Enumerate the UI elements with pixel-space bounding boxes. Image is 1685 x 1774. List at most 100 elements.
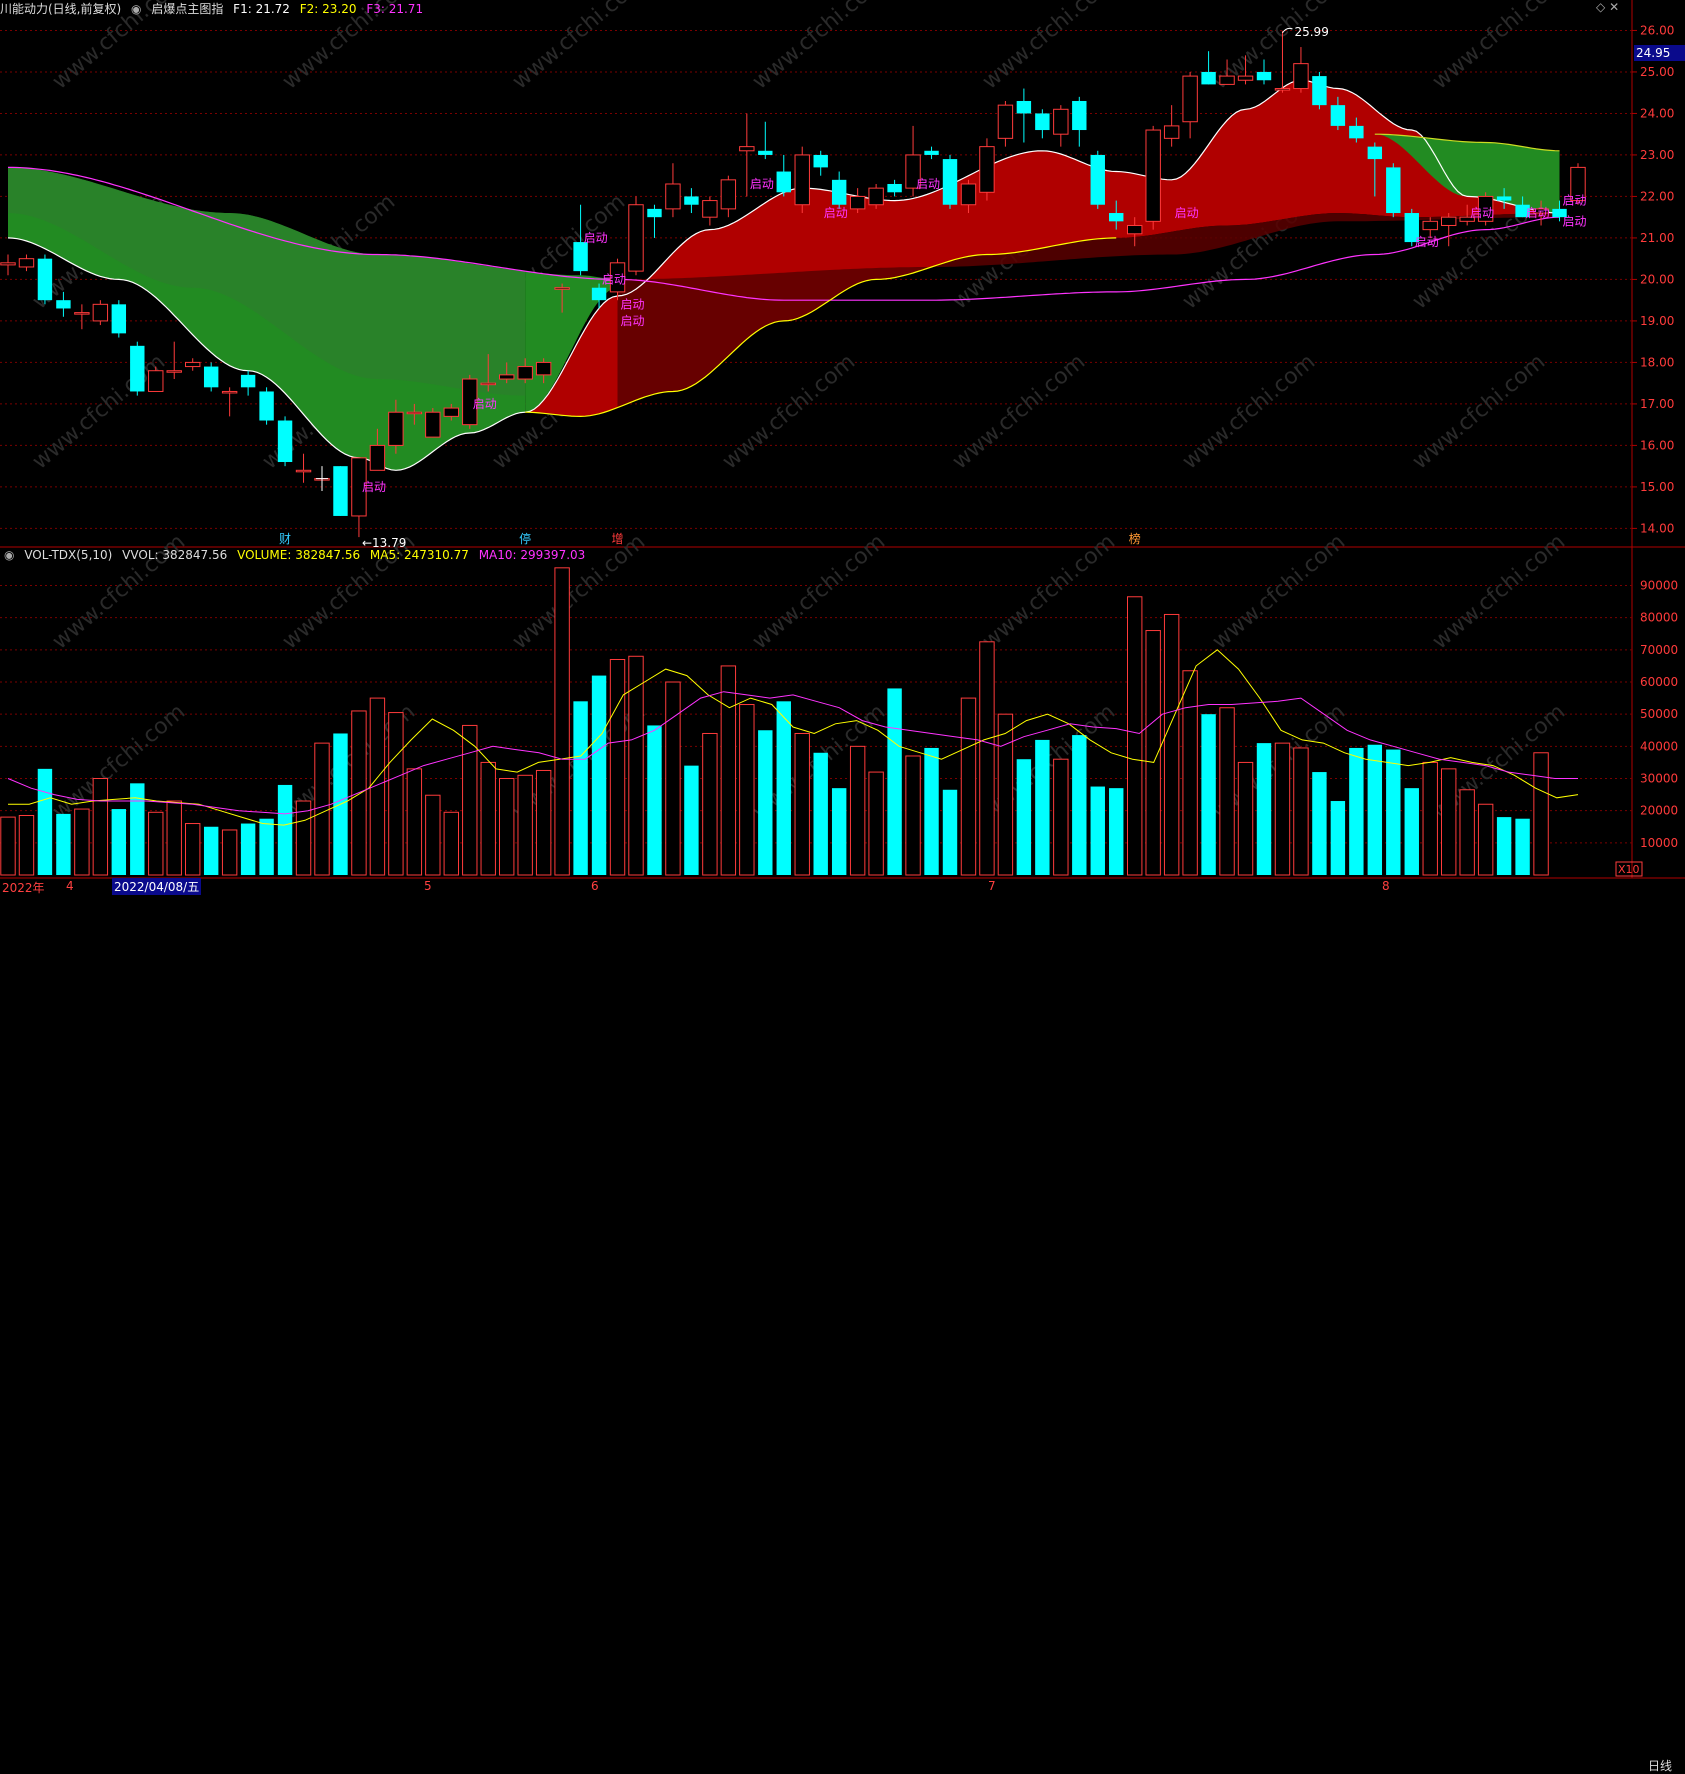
- price-tick-label: 20.00: [1640, 272, 1674, 286]
- volume-bar: [18, 814, 35, 876]
- candle-body: [1090, 154, 1105, 205]
- volume-bar: [591, 675, 607, 875]
- high-price-label: 25.99: [1294, 25, 1328, 39]
- volume-bar: [1515, 818, 1530, 875]
- volume-bar: [684, 765, 699, 875]
- candle-body: [665, 183, 681, 210]
- candle-body: [74, 312, 90, 315]
- candle-body: [628, 204, 644, 272]
- watermark-text: www.cfchi.com: [1408, 349, 1550, 474]
- month-label-7: 7: [988, 879, 996, 893]
- price-tick-label: 25.00: [1640, 65, 1674, 79]
- close-icon[interactable]: ✕: [1609, 0, 1620, 14]
- volume-bar: [573, 701, 588, 875]
- period-label[interactable]: 日线: [1648, 1759, 1673, 1773]
- candle-body: [92, 303, 109, 322]
- volume-bar: [1330, 801, 1346, 875]
- candle-body: [1404, 213, 1419, 243]
- ma10-value: MA10: 299397.03: [478, 548, 586, 562]
- f2-value: F2: 23.20: [299, 2, 357, 16]
- candle-body: [758, 150, 773, 155]
- candle-body: [517, 366, 533, 380]
- candle-body: [1477, 195, 1494, 222]
- volume-bar: [240, 823, 256, 875]
- candle-body: [443, 407, 459, 417]
- volume-bar: [185, 823, 201, 876]
- volume-bar: [203, 826, 219, 875]
- year-label: 2022年: [2, 881, 45, 895]
- candle-body: [535, 361, 552, 376]
- watermark-text: www.cfchi.com: [1428, 529, 1570, 654]
- event-marker: 财: [279, 532, 291, 546]
- volume-bar: [535, 769, 552, 876]
- diamond-icon[interactable]: ◇: [1596, 0, 1606, 14]
- volume-bar: [1035, 739, 1050, 875]
- volume-tick-label: 10000: [1640, 836, 1678, 850]
- magenta-line: [8, 166, 1560, 301]
- yellow-line: [525, 237, 1117, 418]
- candle-body: [924, 150, 939, 155]
- candle-body: [1349, 125, 1364, 139]
- price-tick-label: 19.00: [1640, 314, 1674, 328]
- candle-body: [1237, 75, 1254, 81]
- watermark-text: www.cfchi.com: [748, 529, 890, 654]
- candle-body: [739, 146, 755, 152]
- ma5-value: MA5: 247310.77: [369, 548, 469, 562]
- volume-bar: [609, 658, 626, 876]
- volume-tick-label: 20000: [1640, 804, 1678, 818]
- volume-unit-label: X10: [1618, 863, 1640, 876]
- volume-toggle-icon[interactable]: ◉: [4, 548, 15, 562]
- volume-ma10-line: [7, 691, 1578, 815]
- volume-bar: [868, 771, 884, 876]
- volume-ma5-line: [8, 649, 1579, 826]
- stock-title[interactable]: 川能动力(日线,前复权): [0, 2, 122, 16]
- volume-bar: [1163, 613, 1180, 876]
- indicator-toggle-icon[interactable]: ◉: [131, 2, 142, 16]
- volume-unit-box: [1615, 861, 1643, 877]
- price-tick-label: 18.00: [1640, 355, 1674, 369]
- price-tick-label: 21.00: [1640, 231, 1674, 245]
- candle-body: [684, 196, 699, 205]
- candle-body: [1109, 213, 1124, 222]
- candle-body: [554, 287, 570, 290]
- candle-body: [1016, 100, 1032, 114]
- volume-bar: [1477, 803, 1494, 876]
- event-marker: 增: [612, 532, 624, 546]
- price-tick-label: 26.00: [1640, 23, 1674, 37]
- candle-body: [130, 345, 145, 392]
- watermark-text: www.cfchi.com: [978, 0, 1120, 95]
- candle-body: [591, 287, 607, 301]
- start-signal-label: 启动: [621, 297, 645, 311]
- candle-body: [277, 420, 293, 463]
- candle-body: [406, 411, 423, 415]
- white-line: [7, 237, 526, 471]
- candle-body: [333, 466, 348, 516]
- volume-bar: [517, 774, 533, 876]
- candle-body: [1072, 100, 1087, 131]
- chart-canvas: 26.00 25.00 24.00 23.00 22.00 21.00 20.00 19.00…: [0, 0, 1685, 879]
- month-label-4: 4: [66, 879, 74, 893]
- price-tick-label: 14.00: [1640, 521, 1674, 535]
- volume-bar: [406, 768, 423, 876]
- green-band-tail: [525, 271, 618, 413]
- volume-bar: [665, 681, 681, 876]
- candle-body: [462, 378, 478, 426]
- watermark-text: www.cfchi.com: [748, 0, 890, 95]
- volume-bar: [1404, 788, 1419, 875]
- volume-bar: [849, 745, 866, 876]
- candle-body: [1274, 88, 1291, 91]
- dark-red-band: [617, 213, 1560, 408]
- watermark-text: www.cfchi.com: [1428, 0, 1570, 95]
- candle-body: [573, 242, 588, 272]
- start-signal-label: 启动: [750, 177, 774, 191]
- volume-tick-label: 40000: [1640, 739, 1678, 753]
- candle-body: [148, 370, 164, 392]
- volume-indicator-name[interactable]: VOL-TDX(5,10): [24, 548, 113, 562]
- volume-bar: [1256, 743, 1272, 875]
- volume-bar: [92, 778, 109, 876]
- indicator-name[interactable]: 启爆点主图指: [151, 2, 224, 16]
- candle-body: [1127, 224, 1143, 235]
- watermark-text: www.cfchi.com: [508, 0, 650, 95]
- candle-body: [1219, 75, 1235, 85]
- date-axis: 2022年 4 2022/04/08/五 5 6 7 8 日线: [0, 878, 1685, 1773]
